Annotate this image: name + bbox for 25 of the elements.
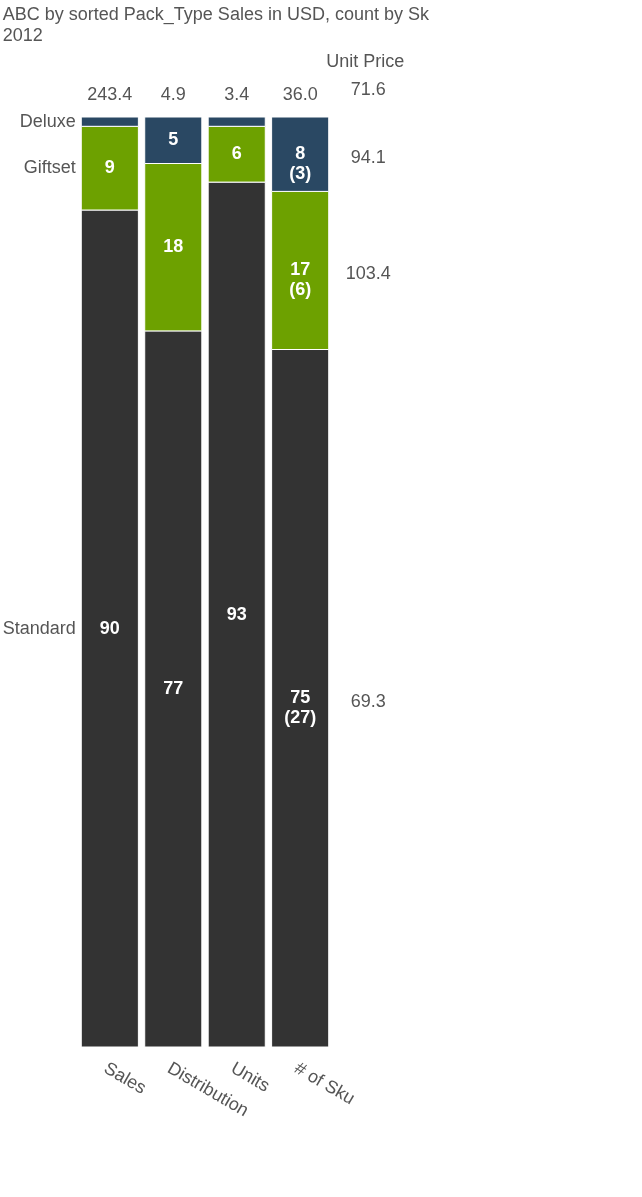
- data-label: 77: [163, 677, 184, 698]
- text: 71.6: [350, 79, 386, 99]
- text: 94.1: [350, 147, 386, 168]
- chart-title: ABC by sorted Pack_Type Sales in USD, count by Sk: [2, 4, 430, 25]
- data-label: 8 (3): [289, 143, 312, 184]
- text: 69.3: [350, 691, 386, 712]
- text: 103.4: [345, 263, 391, 284]
- series-label: Deluxe: [19, 110, 76, 131]
- text: 243.4: [87, 84, 133, 104]
- x-tick-label: # of Sku: [291, 1057, 359, 1109]
- data-label: 75 (27): [284, 687, 317, 728]
- text: 3.4: [224, 84, 250, 104]
- data-label: 9: [104, 157, 115, 178]
- series-label: Standard: [2, 617, 76, 638]
- chart-subtitle: 2012: [2, 25, 43, 45]
- data-label: 90: [99, 617, 120, 638]
- series-label: Giftset: [23, 157, 76, 178]
- text: Unit Price: [326, 51, 405, 71]
- text: 36.0: [282, 84, 318, 104]
- data-label: 5: [168, 129, 179, 150]
- data-label: 93: [226, 603, 247, 624]
- data-label: 17 (6): [289, 259, 312, 300]
- data-label: 6: [231, 143, 242, 164]
- data-label: 18: [163, 236, 184, 257]
- text: 4.9: [160, 84, 186, 104]
